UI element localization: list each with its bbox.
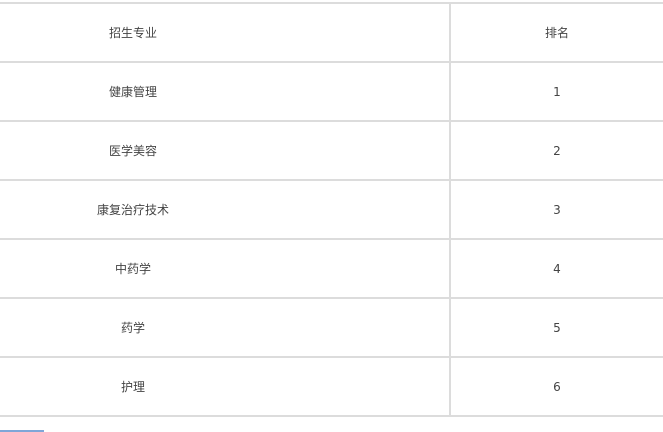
cell-major: 康复治疗技术 (0, 179, 451, 240)
table-row: 医学美容 2 (0, 120, 663, 181)
header-rank: 排名 (450, 2, 663, 63)
cell-major: 医学美容 (0, 120, 451, 181)
table-row: 健康管理 1 (0, 61, 663, 122)
table-row: 药学 5 (0, 297, 663, 358)
cell-major: 中药学 (0, 238, 451, 299)
cell-rank: 5 (450, 297, 663, 358)
cell-major: 健康管理 (0, 61, 451, 122)
table-row: 护理 6 (0, 356, 663, 417)
table-header-row: 招生专业 排名 (0, 2, 663, 63)
scroll-indicator (0, 430, 44, 432)
cell-rank: 6 (450, 356, 663, 417)
cell-rank: 3 (450, 179, 663, 240)
cell-rank: 4 (450, 238, 663, 299)
cell-rank: 1 (450, 61, 663, 122)
table-row: 中药学 4 (0, 238, 663, 299)
header-major: 招生专业 (0, 2, 451, 63)
ranking-table: 招生专业 排名 健康管理 1 医学美容 2 康复治疗技术 3 中药学 4 药学 … (0, 2, 663, 417)
cell-major: 药学 (0, 297, 451, 358)
cell-major: 护理 (0, 356, 451, 417)
table-row: 康复治疗技术 3 (0, 179, 663, 240)
cell-rank: 2 (450, 120, 663, 181)
